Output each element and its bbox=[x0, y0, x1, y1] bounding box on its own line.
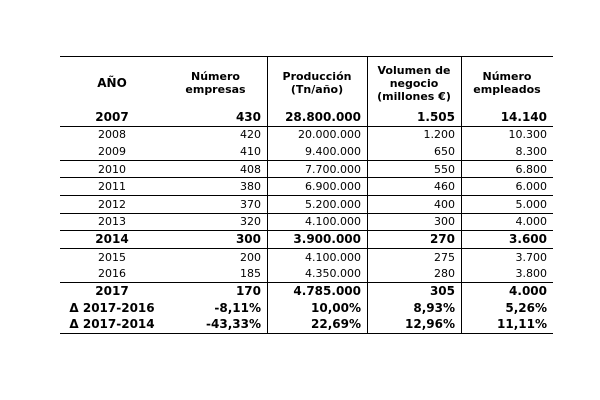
header-employees: Número empleados bbox=[473, 70, 541, 96]
cell-year: 2016 bbox=[98, 267, 126, 281]
cell-year: 2009 bbox=[98, 144, 126, 158]
cell-employees: 14.140 bbox=[500, 110, 547, 125]
cell-employees: 3.800 bbox=[515, 267, 548, 281]
table-row: 2017 170 4.785.000 305 4.000 bbox=[60, 281, 553, 300]
cell-companies: 300 bbox=[235, 232, 261, 247]
cell-year: 2015 bbox=[98, 250, 126, 264]
cell-companies: 185 bbox=[240, 267, 261, 281]
cell-production: 28.800.000 bbox=[285, 110, 361, 125]
table-row: 2009 410 9.400.000 650 8.300 bbox=[60, 143, 553, 160]
cell-production: 7.700.000 bbox=[305, 162, 361, 176]
header-companies: Número empresas bbox=[185, 70, 246, 96]
cell-companies: 430 bbox=[235, 110, 261, 125]
cell-year: 2011 bbox=[98, 180, 126, 194]
header-row: AÑO Número empresas Producción (Tn/año) … bbox=[60, 56, 553, 109]
cell-employees: 6.800 bbox=[515, 162, 548, 176]
cell-employees: 6.000 bbox=[515, 180, 548, 194]
cell-volume: 280 bbox=[434, 267, 455, 281]
header-production: Producción (Tn/año) bbox=[282, 70, 352, 96]
column-divider-3 bbox=[461, 56, 462, 334]
cell-production: 4.100.000 bbox=[305, 215, 361, 229]
cell-production: 9.400.000 bbox=[305, 144, 361, 158]
cell-volume: 8,93% bbox=[413, 300, 455, 315]
cell-volume: 300 bbox=[434, 215, 455, 229]
cell-employees: 11,11% bbox=[497, 317, 547, 332]
cell-year: 2008 bbox=[98, 128, 126, 142]
cell-year: 2013 bbox=[98, 215, 126, 229]
column-divider-2 bbox=[367, 56, 368, 334]
cell-employees: 4.000 bbox=[515, 215, 548, 229]
cell-companies: 420 bbox=[240, 128, 261, 142]
table-row: 2011 380 6.900.000 460 6.000 bbox=[60, 177, 553, 195]
cell-employees: 3.700 bbox=[515, 250, 548, 264]
table-row: 2016 185 4.350.000 280 3.800 bbox=[60, 265, 553, 282]
cell-year: 2012 bbox=[98, 197, 126, 211]
cell-production: 4.100.000 bbox=[305, 250, 361, 264]
cell-volume: 275 bbox=[434, 250, 455, 264]
cell-production: 4.350.000 bbox=[305, 267, 361, 281]
header-year: AÑO bbox=[97, 75, 127, 90]
cell-year: 2017 bbox=[95, 284, 129, 299]
cell-companies: 170 bbox=[235, 284, 261, 299]
cell-production: 20.000.000 bbox=[298, 128, 361, 142]
cell-employees: 4.000 bbox=[509, 284, 547, 299]
cell-companies: 410 bbox=[240, 144, 261, 158]
cell-production: 22,69% bbox=[311, 317, 361, 332]
cell-volume: 12,96% bbox=[405, 317, 455, 332]
cell-volume: 305 bbox=[429, 284, 455, 299]
cell-companies: -43,33% bbox=[206, 317, 261, 332]
cell-production: 5.200.000 bbox=[305, 197, 361, 211]
cell-companies: 408 bbox=[240, 162, 261, 176]
data-table: AÑO Número empresas Producción (Tn/año) … bbox=[60, 56, 553, 334]
cell-companies: 320 bbox=[240, 215, 261, 229]
cell-year: Δ 2017-2016 bbox=[69, 300, 155, 315]
table-row: 2014 300 3.900.000 270 3.600 bbox=[60, 230, 553, 248]
table-row: Δ 2017-2014 -43,33% 22,69% 12,96% 11,11% bbox=[60, 316, 553, 334]
cell-volume: 460 bbox=[434, 180, 455, 194]
table-row: 2007 430 28.800.000 1.505 14.140 bbox=[60, 109, 553, 126]
table-row: 2013 320 4.100.000 300 4.000 bbox=[60, 212, 553, 231]
table-row: 2012 370 5.200.000 400 5.000 bbox=[60, 194, 553, 213]
cell-companies: -8,11% bbox=[214, 300, 261, 315]
cell-employees: 5,26% bbox=[505, 300, 547, 315]
cell-employees: 8.300 bbox=[515, 144, 548, 158]
cell-companies: 380 bbox=[240, 180, 261, 194]
cell-production: 6.900.000 bbox=[305, 180, 361, 194]
cell-production: 3.900.000 bbox=[293, 232, 361, 247]
cell-volume: 650 bbox=[434, 144, 455, 158]
cell-production: 10,00% bbox=[311, 300, 361, 315]
cell-year: 2010 bbox=[98, 162, 126, 176]
table-body: 2007 430 28.800.000 1.505 14.140 2008 420 20.00… bbox=[60, 109, 553, 334]
cell-employees: 10.300 bbox=[508, 128, 548, 142]
cell-year: 2014 bbox=[95, 232, 129, 247]
cell-employees: 3.600 bbox=[509, 232, 547, 247]
table-row: Δ 2017-2016 -8,11% 10,00% 8,93% 5,26% bbox=[60, 300, 553, 317]
cell-year: Δ 2017-2014 bbox=[69, 317, 155, 332]
cell-volume: 1.505 bbox=[417, 110, 455, 125]
cell-production: 4.785.000 bbox=[293, 284, 361, 299]
cell-companies: 200 bbox=[240, 250, 261, 264]
table-row: 2015 200 4.100.000 275 3.700 bbox=[60, 247, 553, 266]
table-row: 2010 408 7.700.000 550 6.800 bbox=[60, 159, 553, 178]
column-divider-1 bbox=[267, 56, 268, 334]
cell-year: 2007 bbox=[95, 110, 129, 125]
header-business-volume: Volumen de negocio (millones €) bbox=[377, 63, 451, 103]
table-row: 2008 420 20.000.000 1.200 10.300 bbox=[60, 125, 553, 144]
cell-volume: 550 bbox=[434, 162, 455, 176]
cell-volume: 270 bbox=[429, 232, 455, 247]
cell-employees: 5.000 bbox=[515, 197, 548, 211]
cell-volume: 400 bbox=[434, 197, 455, 211]
cell-companies: 370 bbox=[240, 197, 261, 211]
cell-volume: 1.200 bbox=[423, 128, 456, 142]
